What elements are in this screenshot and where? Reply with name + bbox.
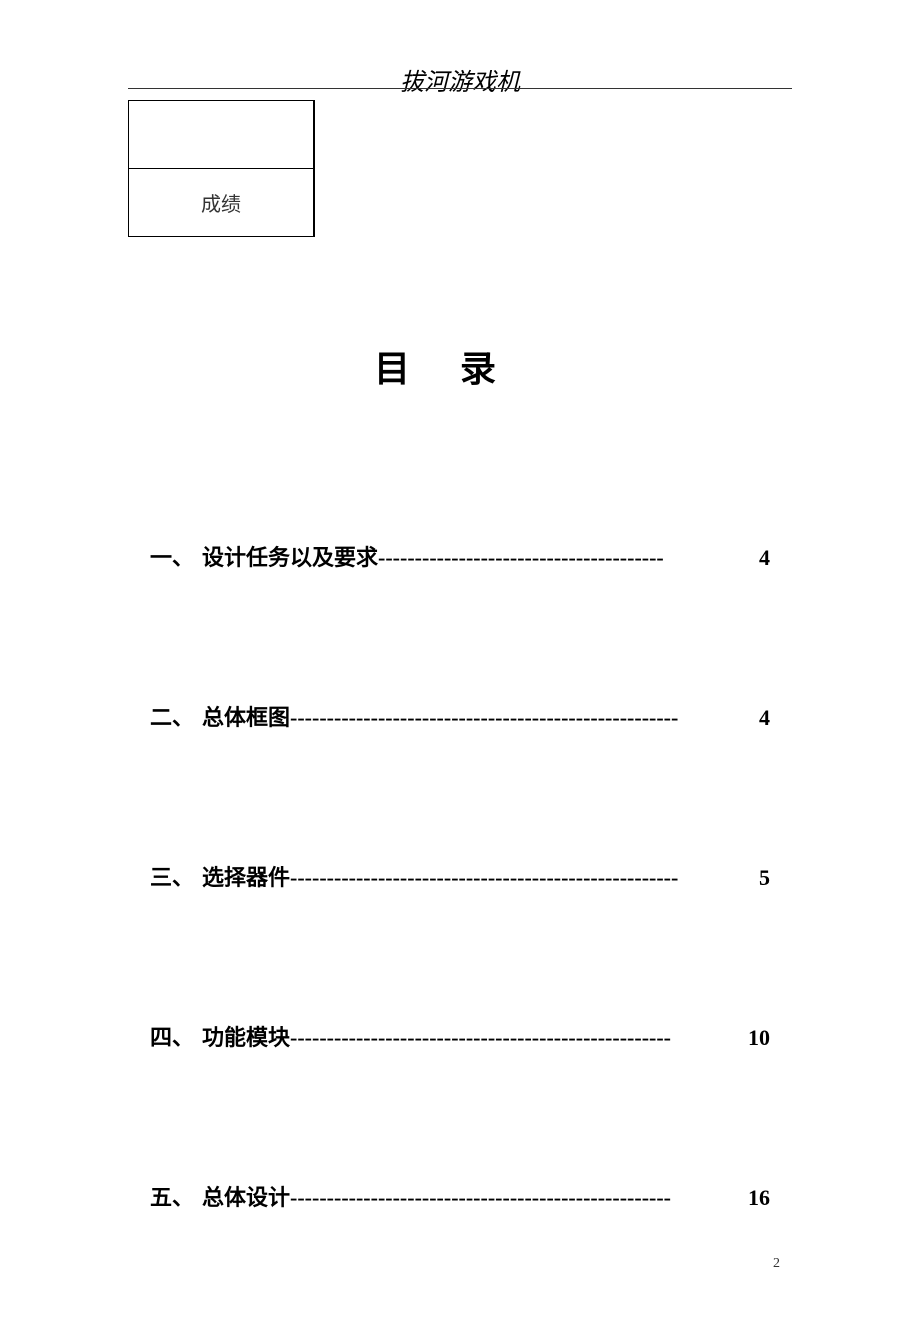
- table-row: 成绩: [129, 169, 315, 237]
- grade-table: 成绩: [128, 100, 315, 237]
- toc-container: 一、 设计任务以及要求 ----------------------------…: [150, 540, 770, 1340]
- table-row: [129, 101, 315, 169]
- toc-entry-page: 10: [746, 1025, 770, 1051]
- toc-entry: 三、 选择器件 --------------------------------…: [150, 860, 770, 892]
- toc-entry: 五、 总体设计 --------------------------------…: [150, 1180, 770, 1212]
- toc-entry-label: 总体框图: [202, 700, 290, 732]
- toc-entry-num: 二、: [150, 700, 194, 732]
- toc-entry-label: 设计任务以及要求: [202, 540, 378, 572]
- table-cell-value: [314, 169, 315, 237]
- toc-entry-dashes: ----------------------------------------…: [290, 705, 757, 731]
- toc-entry-page: 16: [746, 1185, 770, 1211]
- toc-entry: 二、 总体框图 --------------------------------…: [150, 700, 770, 732]
- toc-entry-num: 三、: [150, 860, 194, 892]
- document-header: 拔河游戏机: [0, 0, 920, 97]
- toc-entry-dashes: ----------------------------------------…: [290, 1185, 746, 1211]
- table-cell-value: [314, 101, 315, 169]
- toc-title: 目录: [0, 340, 920, 392]
- toc-entry-num: 四、: [150, 1020, 194, 1052]
- page-number: 2: [773, 1256, 780, 1272]
- toc-entry-num: 一、: [150, 540, 194, 572]
- toc-entry-page: 4: [757, 545, 770, 571]
- toc-entry-label: 选择器件: [202, 860, 290, 892]
- toc-entry-page: 5: [757, 865, 770, 891]
- toc-entry-label: 总体设计: [202, 1180, 290, 1212]
- toc-entry: 一、 设计任务以及要求 ----------------------------…: [150, 540, 770, 572]
- table-cell-label: 成绩: [129, 169, 314, 237]
- toc-entry-num: 五、: [150, 1180, 194, 1212]
- header-underline: [128, 88, 792, 89]
- toc-entry: 四、 功能模块 --------------------------------…: [150, 1020, 770, 1052]
- toc-entry-page: 4: [757, 705, 770, 731]
- header-title: 拔河游戏机: [400, 62, 520, 97]
- table-cell-label: [129, 101, 314, 169]
- toc-entry-label: 功能模块: [202, 1020, 290, 1052]
- toc-entry-dashes: ---------------------------------------: [378, 545, 757, 571]
- toc-entry-dashes: ----------------------------------------…: [290, 865, 757, 891]
- toc-entry-dashes: ----------------------------------------…: [290, 1025, 746, 1051]
